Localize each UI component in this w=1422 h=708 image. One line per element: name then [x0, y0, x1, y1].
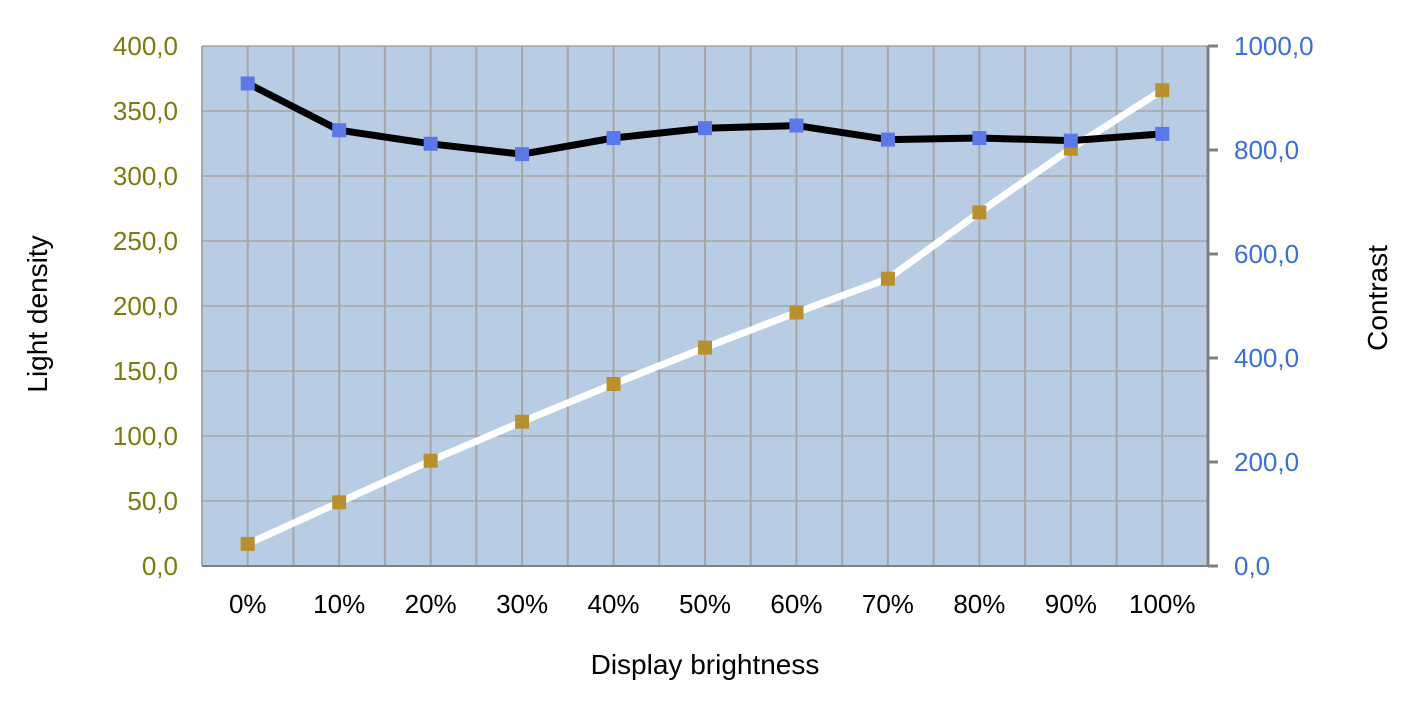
series-marker-right	[1063, 133, 1078, 148]
left-tick-label: 200,0	[113, 291, 178, 321]
left-tick-label: 350,0	[113, 96, 178, 126]
x-tick-label: 70%	[862, 589, 914, 619]
series-marker-left	[423, 453, 438, 468]
right-axis-title: Contrast	[1362, 245, 1393, 351]
series-marker-left	[880, 271, 895, 286]
x-tick-label: 50%	[679, 589, 731, 619]
series-marker-left	[789, 305, 804, 320]
series-marker-right	[789, 118, 804, 133]
right-tick-label: 200,0	[1234, 447, 1299, 477]
series-marker-left	[240, 536, 255, 551]
x-axis-title: Display brightness	[591, 649, 820, 680]
right-tick-label: 400,0	[1234, 343, 1299, 373]
x-axis-ticks: 0% 10% 20% 30% 40% 50% 60% 70% 80% 90% 100%	[229, 589, 1196, 619]
left-tick-label: 50,0	[127, 486, 178, 516]
left-tick-label: 100,0	[113, 421, 178, 451]
right-tick-label: 600,0	[1234, 239, 1299, 269]
series-marker-left	[332, 495, 347, 510]
x-tick-label: 10%	[313, 589, 365, 619]
right-tick-label: 1000,0	[1234, 31, 1314, 61]
series-marker-left	[606, 377, 621, 391]
x-tick-label: 90%	[1045, 589, 1097, 619]
right-tick-label: 800,0	[1234, 135, 1299, 165]
series-marker-right	[880, 132, 895, 147]
x-tick-label: 0%	[229, 589, 267, 619]
right-axis-ticks: 0,0 200,0 400,0 600,0 800,0 1000,0	[1208, 31, 1314, 581]
left-tick-label: 250,0	[113, 226, 178, 256]
x-tick-label: 100%	[1129, 589, 1196, 619]
series-marker-right	[606, 131, 621, 146]
left-tick-label: 400,0	[113, 31, 178, 61]
series-marker-right	[698, 121, 712, 136]
grid	[201, 45, 1209, 567]
series-marker-right	[423, 136, 438, 151]
left-axis-ticks: 0,0 50,0 100,0 150,0 200,0 250,0 300,0 350,0 400…	[113, 31, 178, 581]
series-marker-right	[515, 147, 530, 162]
series-layer	[240, 76, 1170, 551]
series-marker-right	[332, 123, 347, 138]
series-marker-left	[515, 414, 530, 429]
x-tick-label: 40%	[588, 589, 640, 619]
left-tick-label: 150,0	[113, 356, 178, 386]
series-marker-right	[972, 131, 987, 146]
left-axis-title: Light density	[22, 235, 53, 392]
x-tick-label: 20%	[405, 589, 457, 619]
x-tick-label: 30%	[496, 589, 548, 619]
series-marker-left	[1155, 83, 1170, 98]
right-tick-label: 0,0	[1234, 551, 1270, 581]
x-tick-label: 60%	[770, 589, 822, 619]
axes	[202, 46, 1210, 567]
series-marker-right	[1155, 126, 1170, 141]
x-tick-label: 80%	[953, 589, 1005, 619]
series-marker-left	[972, 205, 987, 220]
left-tick-label: 300,0	[113, 161, 178, 191]
series-marker-left	[698, 340, 712, 355]
series-marker-right	[240, 76, 255, 91]
left-tick-label: 0,0	[142, 551, 178, 581]
